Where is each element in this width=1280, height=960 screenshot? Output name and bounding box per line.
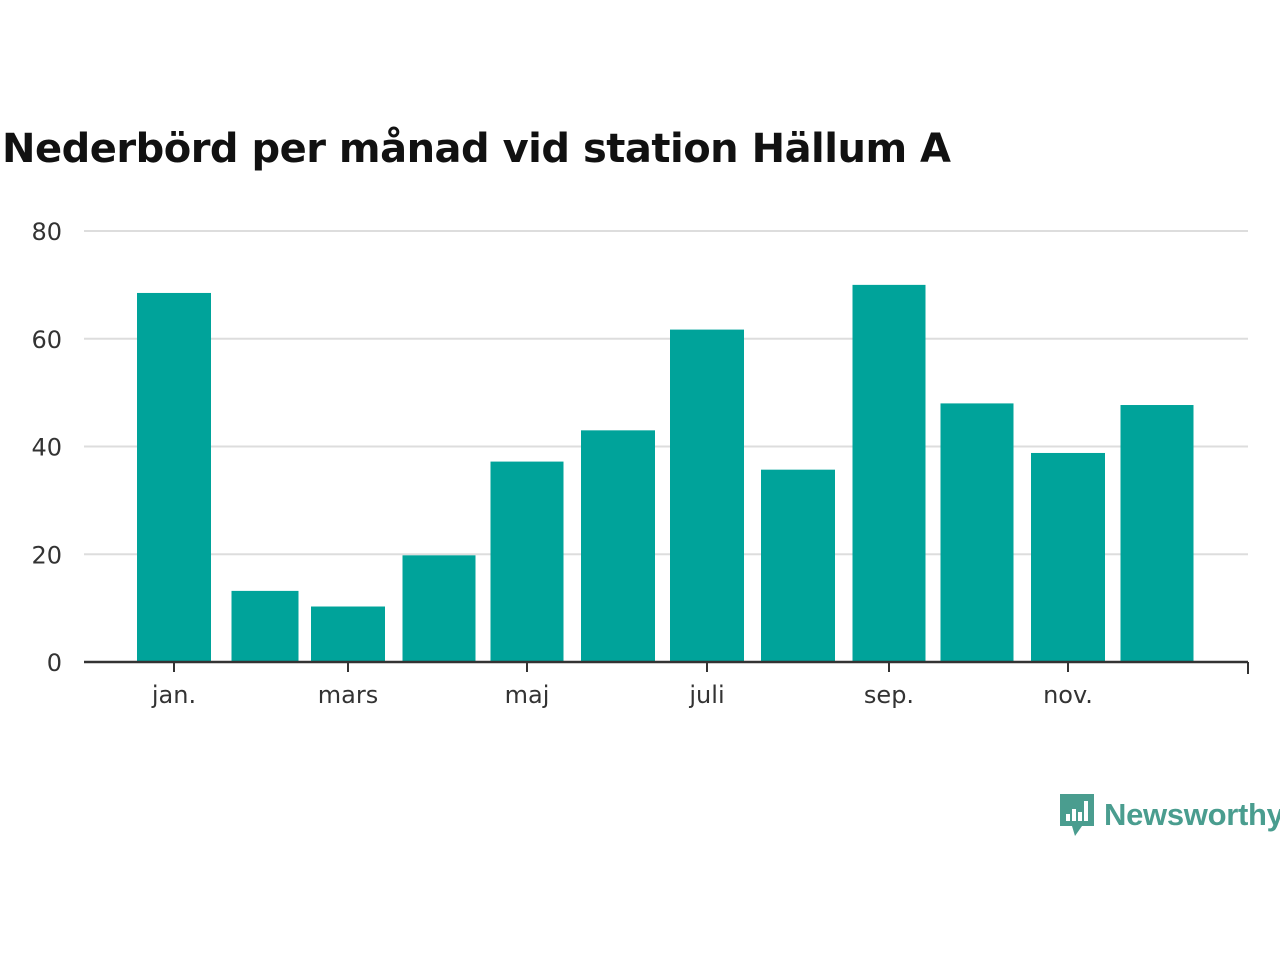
bar-okt xyxy=(940,403,1014,662)
bar-jan xyxy=(137,292,211,662)
y-tick-label: 0 xyxy=(47,649,62,677)
x-tick-label: mars xyxy=(318,681,378,709)
y-tick-label: 20 xyxy=(31,541,62,569)
bar-feb xyxy=(231,590,299,662)
chart-title: Nederbörd per månad vid station Hällum A xyxy=(2,126,951,172)
bar-maj xyxy=(490,461,564,662)
bar-sep xyxy=(852,284,926,662)
x-tick-label: nov. xyxy=(1043,681,1093,709)
bar-juli xyxy=(670,329,744,662)
newsworthy-logo: Newsworthy xyxy=(1058,792,1280,838)
bar-aug xyxy=(761,469,835,662)
axes: 0 20 40 60 80 jan. mars maj juli sep. nov. xyxy=(31,218,1249,709)
bar-nov xyxy=(1031,452,1105,662)
logo-text: Newsworthy xyxy=(1104,797,1280,832)
x-tick-label: sep. xyxy=(864,681,914,709)
bar-apr xyxy=(402,555,476,662)
bar-dec xyxy=(1120,405,1194,662)
y-tick-label: 60 xyxy=(31,326,62,354)
y-tick-label: 40 xyxy=(31,434,62,462)
bars xyxy=(137,284,1194,662)
x-tick-label: jan. xyxy=(151,681,196,709)
chat-bars-icon xyxy=(1060,794,1094,836)
bar-juni xyxy=(581,430,655,662)
y-tick-label: 80 xyxy=(31,218,62,246)
bar-mars xyxy=(311,606,385,662)
x-tick-label: juli xyxy=(688,681,724,709)
x-tick-label: maj xyxy=(505,681,550,709)
